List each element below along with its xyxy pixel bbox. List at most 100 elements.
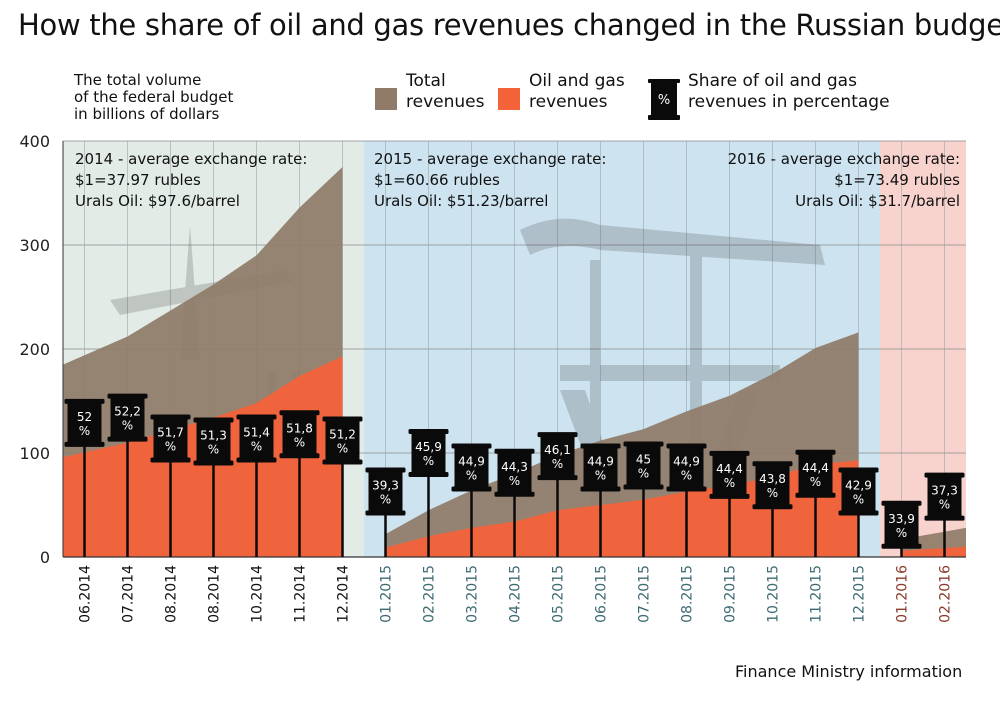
barrel-rim [795, 449, 836, 455]
x-tick-label: 09.2015 [723, 565, 739, 623]
barrel-marker: 52,2% [107, 393, 148, 442]
barrel-rim [365, 467, 406, 473]
barrel-rim [150, 414, 191, 420]
share-percent-sign: % [552, 457, 563, 471]
share-value-label: 51,8 [286, 421, 313, 435]
x-tick-label: 08.2014 [207, 565, 223, 623]
barrel-rim [537, 432, 578, 438]
share-value-label: 44,3 [501, 460, 528, 474]
share-percent-sign: % [595, 469, 606, 483]
barrel-body [411, 433, 446, 473]
barrel-rim [150, 457, 191, 463]
period-annotation-line: Urals Oil: $51.23/barrel [374, 192, 548, 210]
legend-label-oil-gas: Oil and gas revenues [529, 71, 625, 112]
share-value-label: 42,9 [845, 478, 872, 492]
share-percent-sign: % [724, 476, 735, 490]
x-tick-label: 02.2015 [422, 565, 438, 623]
barrel-rim [752, 504, 793, 510]
barrel-body [669, 447, 704, 488]
barrel-marker: 52% [64, 398, 105, 447]
barrel-rim [838, 510, 879, 516]
share-value-label: 39,3 [372, 478, 399, 492]
x-tick-label: 12.2015 [852, 565, 868, 623]
barrel-rim [924, 472, 965, 478]
x-tick-label: 01.2016 [895, 565, 911, 623]
barrel-rim [752, 461, 793, 467]
barrel-rim [107, 436, 148, 442]
x-tick-label: 12.2014 [336, 565, 352, 623]
barrel-stems [83, 435, 946, 557]
barrel-body [798, 453, 833, 494]
share-value-label: 44,4 [716, 462, 743, 476]
x-tick-label: 05.2015 [551, 565, 567, 623]
share-percent-sign: % [79, 424, 90, 438]
share-value-label: 51,3 [200, 429, 227, 443]
barrel-rim [838, 467, 879, 473]
barrel-rim [322, 416, 363, 422]
period-annotation-line: Urals Oil: $31.7/barrel [795, 192, 960, 210]
share-percent-sign: % [638, 466, 649, 480]
barrel-body [626, 445, 661, 486]
barrel-rim [451, 443, 492, 449]
share-percent-sign: % [251, 439, 262, 453]
barrel-marker: 45,9% [408, 429, 449, 477]
barrel-rim [451, 486, 492, 492]
chart-title: How the share of oil and gas revenues ch… [18, 8, 1000, 42]
barrel-rim [236, 457, 277, 463]
barrel-body [282, 414, 317, 455]
period-annotation-line: 2015 - average exchange rate: [374, 150, 606, 168]
barrel-rim [279, 453, 320, 459]
legend-barrel-symbol: % [658, 93, 670, 108]
period-annotation-line: $1=60.66 rubles [374, 171, 500, 189]
share-percent-sign: % [853, 492, 864, 506]
barrel-body [712, 454, 747, 495]
x-tick-label: 01.2015 [379, 565, 395, 623]
share-percent-sign: % [896, 526, 907, 540]
barrel-rim [537, 475, 578, 481]
period-annotation-line: $1=73.49 rubles [834, 171, 960, 189]
barrel-marker: 44,9% [451, 443, 492, 492]
barrel-rim [322, 459, 363, 465]
barrel-marker: 44,9% [580, 443, 621, 492]
barrel-rim [795, 492, 836, 498]
legend-label-share: Share of oil and gas revenues in percenta… [688, 71, 890, 112]
y-tick-label: 300 [19, 236, 50, 255]
area-oil-gas-revenues [901, 546, 966, 557]
barrel-rim [881, 543, 922, 549]
barrel-rim [709, 493, 750, 499]
share-percent-sign: % [466, 469, 477, 483]
x-tick-label: 08.2014 [164, 565, 180, 623]
x-tick-label: 11.2014 [293, 565, 309, 623]
barrel-marker: 43,8% [752, 461, 793, 510]
barrel-marker: 44,4% [709, 450, 750, 499]
share-percent-sign: % [208, 443, 219, 457]
x-tick-label: 07.2014 [121, 565, 137, 623]
barrel-body [325, 420, 360, 461]
barrel-marker: 51,2% [322, 416, 363, 465]
barrel-rim [623, 441, 664, 447]
barrel-rim [365, 510, 406, 516]
barrel-rim [64, 441, 105, 447]
share-percent-sign: % [767, 486, 778, 500]
barrel-marker: 44,9% [666, 443, 707, 492]
x-tick-label: 08.2015 [680, 565, 696, 623]
barrel-body [540, 436, 575, 477]
barrel-body [755, 465, 790, 506]
y-tick-label: 200 [19, 340, 50, 359]
y-axis-title-line: of the federal budget [74, 88, 234, 106]
barrel-marker: 37,3% [924, 472, 965, 521]
x-tick-label: 10.2015 [766, 565, 782, 623]
barrel-marker: 51,7% [150, 414, 191, 463]
barrel-rim [494, 448, 535, 454]
barrel-marker: 44,4% [795, 449, 836, 498]
barrel-body [927, 476, 962, 517]
barrel-body [884, 504, 919, 545]
barrel-rim [64, 398, 105, 404]
share-value-label: 44,9 [673, 455, 700, 469]
share-value-label: 44,4 [802, 461, 829, 475]
barrel-rim [580, 443, 621, 449]
y-axis-title-line: in billions of dollars [74, 105, 220, 123]
y-tick-label: 0 [40, 548, 50, 567]
period-annotation-line: 2014 - average exchange rate: [75, 150, 307, 168]
